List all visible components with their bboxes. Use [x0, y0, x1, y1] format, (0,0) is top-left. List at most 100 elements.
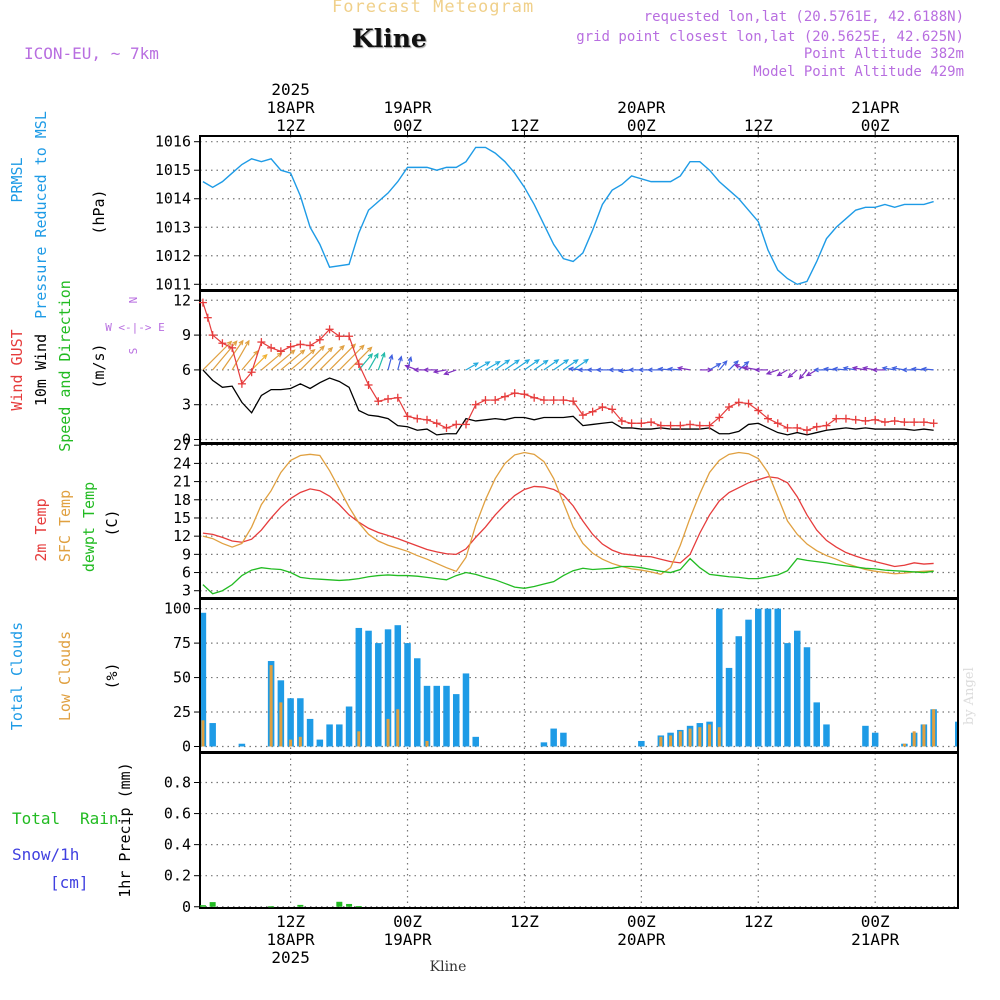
total-cloud-bar [638, 740, 645, 747]
wind-direction-arrow [319, 344, 345, 371]
footer-location: Kline [430, 959, 467, 975]
wind-direction-arrow [813, 367, 827, 373]
low-cloud-bar [298, 736, 302, 747]
precip-axis-label: 1hr Precip (mm) [116, 762, 134, 897]
wind-arrow-head [832, 366, 838, 372]
wind-arrow-shaft [221, 340, 244, 371]
wind-gust-marker [203, 313, 212, 322]
clouds-axis-label-low: Low Clouds [56, 631, 74, 721]
wind-gust-marker [354, 360, 363, 369]
total-cloud-bar [209, 723, 216, 747]
temp-axis-label-dewpt: dewpt Temp [80, 482, 98, 572]
wind-arrow-head [920, 366, 927, 372]
wind-gust-marker [452, 420, 461, 429]
temp-ytick-label: 9 [182, 545, 191, 563]
wind-gust-marker [647, 418, 656, 427]
wind-gust-marker [783, 423, 792, 432]
temp-line-sfc [202, 451, 934, 576]
wind-arrow-shaft [668, 368, 681, 371]
total-cloud-bar [365, 630, 372, 747]
bottom-axis-label: 12Z [276, 912, 305, 931]
wind-arrow-shaft [709, 363, 721, 371]
total-cloud-bar [755, 608, 762, 747]
wind-arrow-shaft [777, 369, 788, 377]
wind-direction-arrow [338, 344, 365, 371]
wind-ytick-label: 6 [182, 361, 191, 379]
total-cloud-bar [433, 685, 441, 747]
total-cloud-bar [384, 629, 392, 747]
wind-direction-arrow [443, 369, 457, 376]
wind-arrow-shaft [799, 369, 808, 380]
wind-arrow-head [715, 362, 722, 368]
rain-bar [199, 905, 206, 907]
wind-arrow-shaft [766, 369, 778, 375]
wind-direction-arrow [607, 367, 622, 373]
rain-bar [336, 901, 343, 907]
chart-title: Forecast Meteogram [332, 0, 535, 17]
wind-arrow-head [798, 374, 805, 380]
top-axis-label: 12Z [510, 116, 539, 135]
wind-arrow-head [380, 351, 386, 358]
wind-arrow-shaft [280, 349, 305, 371]
wind-gust-marker [871, 415, 880, 424]
wind-arrow-head [359, 344, 365, 350]
wind-direction-arrow [832, 366, 847, 372]
wind-direction-arrow [718, 360, 728, 371]
clouds-axis-unit: (%) [103, 662, 121, 689]
wind-arrow-head [367, 352, 374, 359]
wind-direction-arrow [280, 349, 306, 371]
top-axis-label: 2025 [271, 80, 310, 99]
wind-direction-arrow [563, 359, 579, 371]
wind-arrow-head [290, 349, 296, 355]
precip-ytick-label: 0.2 [164, 867, 191, 885]
wind-arrow-head [891, 366, 898, 371]
low-cloud-bar [396, 709, 400, 747]
temp-line-dew [202, 557, 934, 595]
temp-ytick-label: 15 [173, 509, 191, 527]
wind-arrow-shaft [231, 340, 250, 371]
wind-arrow-shaft [348, 347, 372, 371]
requested-coordinates: requested lon,lat (20.5761E, 42.6188N) [643, 9, 964, 25]
wind-arrow-head [504, 359, 511, 365]
top-axis-label: 19APR [383, 98, 432, 117]
wind-gust-marker [744, 399, 753, 408]
wind-arrow-head [567, 366, 574, 372]
wind-arrow-shaft [444, 369, 457, 375]
top-axis-label: 18APR [267, 98, 316, 117]
bottom-axis-label: 20APR [617, 930, 666, 949]
low-cloud-bar [717, 727, 721, 747]
total-cloud-bar [862, 725, 869, 747]
wind-arrow-head [443, 370, 450, 376]
wind-direction-arrow [871, 367, 885, 373]
rain-bar [209, 902, 216, 907]
wind-gust-marker [861, 416, 870, 425]
wind-arrow-head [484, 361, 491, 367]
wind-direction-arrow [646, 367, 661, 373]
wind-gust-marker [880, 418, 889, 427]
total-cloud-bar [423, 685, 431, 747]
low-cloud-bar [932, 709, 936, 747]
wind-gust-marker [198, 298, 207, 307]
wind-arrow-head [842, 366, 849, 371]
wind-arrow-head [404, 364, 411, 370]
wind-direction-arrow [901, 367, 915, 373]
wind-gust-marker [734, 398, 743, 407]
wind-speed-line [202, 369, 934, 436]
clouds-ytick-label: 25 [173, 703, 191, 721]
wind-gust-marker [666, 421, 675, 430]
total-cloud-bar [716, 608, 723, 747]
wind-arrow-shaft [397, 356, 402, 371]
wind-gust-marker [764, 414, 773, 423]
wind-arrow-head [733, 364, 740, 369]
clouds-ytick-label: 0 [182, 737, 191, 755]
wind-arrow-head [583, 358, 590, 364]
bottom-axis-label: 00Z [627, 912, 656, 931]
point-altitude: Point Altitude 382m [803, 46, 964, 62]
wind-arrow-head [397, 355, 403, 362]
total-cloud-bar [414, 658, 421, 747]
wind-arrow-head [299, 349, 306, 355]
total-cloud-bar [735, 636, 743, 747]
temp-ytick-label: 21 [173, 473, 191, 491]
total-cloud-bar [725, 667, 733, 747]
low-cloud-bar [922, 724, 926, 747]
